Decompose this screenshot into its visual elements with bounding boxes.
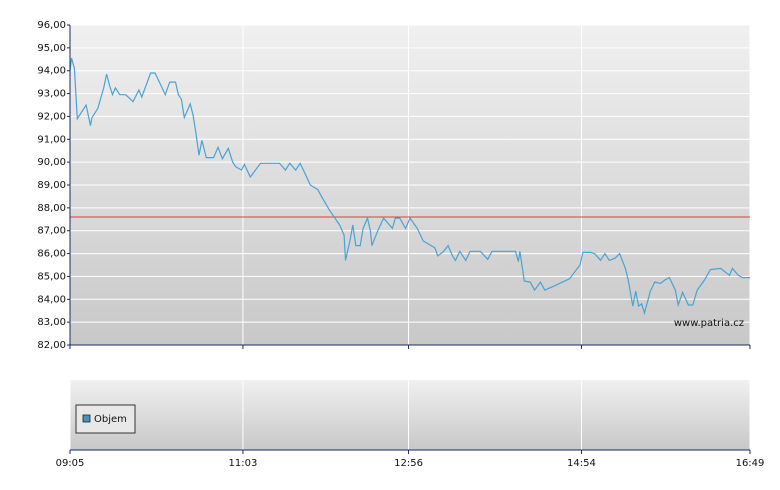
- y-tick-label: 92,00: [37, 111, 66, 122]
- y-tick-label: 96,00: [37, 20, 66, 31]
- y-tick-label: 93,00: [37, 89, 66, 100]
- watermark: www.patria.cz: [674, 318, 744, 329]
- legend-label: Objem: [94, 414, 127, 425]
- y-tick-label: 91,00: [37, 134, 66, 145]
- x-tick-label: 14:54: [567, 458, 596, 469]
- price-line: [69, 57, 750, 316]
- x-tick-label: 11:03: [229, 458, 258, 469]
- y-tick-label: 87,00: [37, 226, 66, 237]
- y-tick-label: 88,00: [37, 203, 66, 214]
- y-tick-label: 86,00: [37, 249, 66, 260]
- y-tick-label: 82,00: [37, 340, 66, 351]
- volume-panel: [70, 380, 750, 450]
- x-tick-label: 12:56: [394, 458, 423, 469]
- y-tick-label: 83,00: [37, 317, 66, 328]
- legend-swatch: [82, 414, 91, 423]
- y-tick-label: 89,00: [37, 180, 66, 191]
- x-tick-label: 16:49: [736, 458, 765, 469]
- x-tick-label: 09:05: [56, 458, 85, 469]
- y-tick-label: 94,00: [37, 66, 66, 77]
- y-tick-label: 85,00: [37, 271, 66, 282]
- y-tick-label: 90,00: [37, 157, 66, 168]
- y-tick-label: 95,00: [37, 43, 66, 54]
- y-tick-label: 84,00: [37, 294, 66, 305]
